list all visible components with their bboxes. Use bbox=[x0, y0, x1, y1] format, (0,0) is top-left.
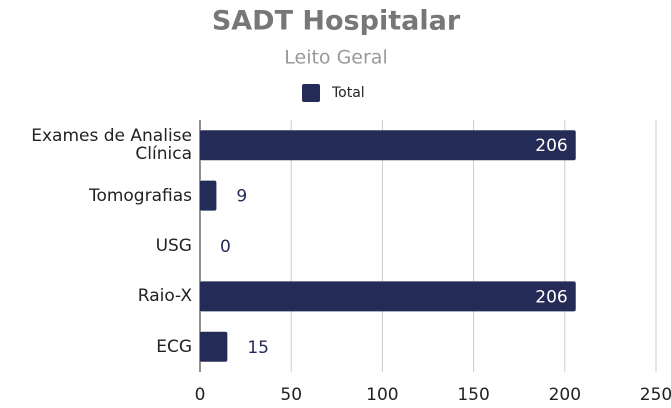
x-tick-label: 50 bbox=[280, 385, 302, 405]
y-tick-label: Raio-X bbox=[137, 286, 192, 307]
x-tick-label: 250 bbox=[640, 385, 671, 405]
data-label: 0 bbox=[220, 237, 231, 257]
y-tick-label: ECG bbox=[156, 336, 192, 357]
x-tick-label: 200 bbox=[549, 385, 581, 405]
chart-title: SADT Hospitalar bbox=[212, 6, 461, 37]
data-label: 206 bbox=[535, 136, 567, 156]
data-label: 9 bbox=[236, 187, 247, 207]
bar bbox=[200, 130, 576, 161]
data-label: 206 bbox=[535, 287, 567, 307]
x-tick-label: 150 bbox=[457, 385, 489, 405]
data-label: 15 bbox=[247, 338, 269, 358]
bar bbox=[200, 180, 217, 211]
y-tick-label: Exames de Analise Clínica bbox=[31, 126, 192, 165]
bar bbox=[200, 331, 228, 362]
bar bbox=[200, 281, 576, 312]
y-tick-label: USG bbox=[155, 236, 192, 256]
y-tick-label: Tomografias bbox=[88, 185, 192, 206]
x-tick-label: 100 bbox=[366, 385, 398, 405]
legend-label: Total bbox=[331, 85, 365, 101]
x-tick-label: 0 bbox=[195, 385, 206, 405]
chart-subtitle: Leito Geral bbox=[284, 47, 387, 69]
legend-swatch bbox=[302, 84, 320, 102]
